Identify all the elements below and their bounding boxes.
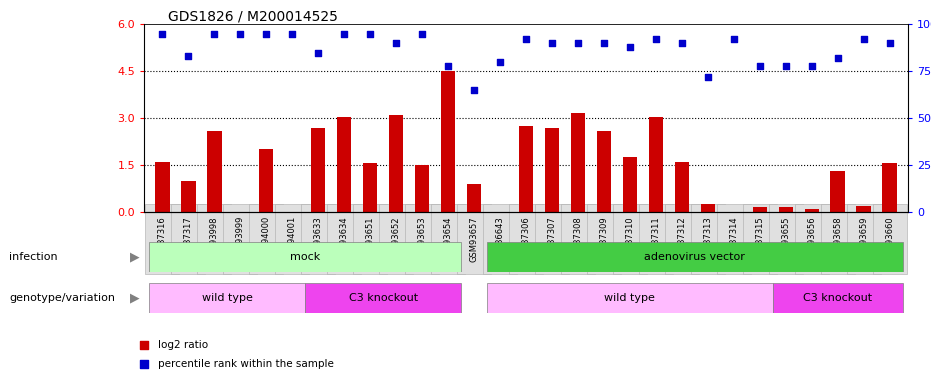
Bar	[182, 181, 196, 212]
Bar	[857, 206, 870, 212]
Text: log2 ratio: log2 ratio	[158, 340, 209, 350]
Text: C3 knockout: C3 knockout	[803, 293, 872, 303]
Bar	[649, 117, 663, 212]
Bar	[545, 128, 560, 212]
FancyBboxPatch shape	[487, 242, 902, 272]
Point	[674, 40, 689, 46]
Text: adenovirus vector: adenovirus vector	[644, 252, 745, 262]
Bar	[623, 157, 637, 212]
Bar	[467, 184, 481, 212]
Point	[311, 50, 326, 55]
Point	[414, 31, 429, 37]
Bar	[804, 209, 818, 212]
Bar	[778, 207, 793, 212]
Point	[623, 44, 638, 50]
Bar	[259, 149, 274, 212]
Point	[137, 342, 152, 348]
Point	[137, 361, 152, 367]
Text: ▶: ▶	[130, 251, 140, 263]
FancyBboxPatch shape	[773, 283, 902, 313]
Text: mock: mock	[290, 252, 320, 262]
Bar	[675, 162, 689, 212]
Point	[571, 40, 586, 46]
Point	[857, 36, 871, 42]
Bar	[208, 130, 222, 212]
Point	[752, 63, 767, 69]
Point	[337, 31, 352, 37]
Text: genotype/variation: genotype/variation	[9, 293, 115, 303]
FancyBboxPatch shape	[487, 283, 773, 313]
Bar	[337, 117, 351, 212]
Bar	[597, 130, 611, 212]
Bar	[571, 113, 585, 212]
Point	[492, 59, 507, 65]
Bar	[830, 171, 844, 212]
Point	[597, 40, 612, 46]
Point	[804, 63, 819, 69]
Point	[830, 55, 845, 61]
Point	[519, 36, 533, 42]
Point	[648, 36, 663, 42]
Bar	[155, 162, 169, 212]
Point	[233, 31, 248, 37]
Text: C3 knockout: C3 knockout	[348, 293, 418, 303]
Text: percentile rank within the sample: percentile rank within the sample	[158, 359, 334, 369]
Point	[285, 31, 300, 37]
Point	[700, 74, 715, 80]
Bar	[363, 164, 377, 212]
FancyBboxPatch shape	[150, 242, 461, 272]
Bar	[519, 126, 533, 212]
Bar	[389, 115, 403, 212]
Text: GDS1826 / M200014525: GDS1826 / M200014525	[168, 9, 337, 23]
Text: wild type: wild type	[202, 293, 253, 303]
Point	[882, 40, 897, 46]
FancyBboxPatch shape	[305, 283, 461, 313]
Point	[726, 36, 741, 42]
Point	[466, 87, 481, 93]
Bar	[441, 71, 455, 212]
Point	[363, 31, 378, 37]
Point	[778, 63, 793, 69]
Text: infection: infection	[9, 252, 58, 262]
Bar	[701, 204, 715, 212]
Point	[155, 31, 170, 37]
Point	[440, 63, 455, 69]
Bar	[415, 165, 429, 212]
Point	[207, 31, 222, 37]
Bar	[311, 128, 326, 212]
Text: wild type: wild type	[604, 293, 655, 303]
Point	[545, 40, 560, 46]
Point	[181, 53, 196, 59]
Point	[259, 31, 274, 37]
FancyBboxPatch shape	[150, 283, 305, 313]
Bar	[752, 207, 767, 212]
Text: ▶: ▶	[130, 292, 140, 304]
Point	[389, 40, 404, 46]
Bar	[883, 164, 897, 212]
